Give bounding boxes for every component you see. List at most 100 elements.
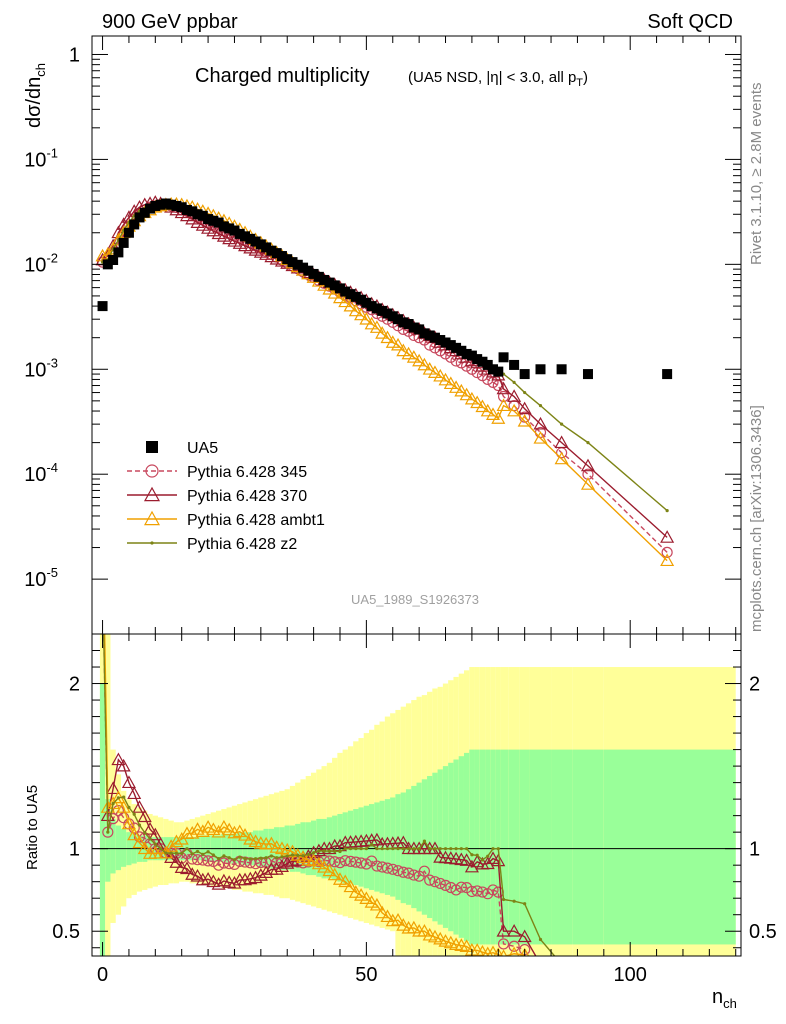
ratio-point-pythia-6-428-345 <box>360 858 372 870</box>
data-point-pythia-6-428-ambt1 <box>517 413 532 427</box>
data-point-ua5 <box>361 297 372 308</box>
ratio-point-pythia-6-428-ambt1 <box>385 913 400 927</box>
uncertainty-band-inner <box>237 832 243 864</box>
y-tick-label-exponent: -3 <box>46 355 58 370</box>
y-tick-label-exponent: -2 <box>46 250 58 265</box>
legend-marker-pythia-6-428-ambt1 <box>143 510 161 526</box>
data-point-pythia-6-428-ambt1 <box>380 330 395 344</box>
ratio-point-pythia-6-428-z2 <box>354 847 358 851</box>
y-tick-label-base: 10 <box>24 149 46 171</box>
uncertainty-band-inner <box>453 759 459 935</box>
data-point-pythia-6-428-ambt1 <box>369 320 384 333</box>
ratio-point-pythia-6-428-370 <box>237 872 253 886</box>
data-point-ua5 <box>493 366 504 377</box>
uncertainty-band-inner <box>316 818 322 877</box>
ratio-point-pythia-6-428-z2 <box>227 856 231 860</box>
uncertainty-band-inner <box>448 762 454 932</box>
ratio-point-pythia-6-428-z2 <box>301 854 305 858</box>
data-point-ua5 <box>150 200 161 211</box>
ratio-point-pythia-6-428-z2 <box>433 847 437 851</box>
ratio-point-pythia-6-428-ambt1 <box>222 822 237 836</box>
data-point-ua5 <box>197 210 208 221</box>
ratio-point-pythia-6-428-ambt1 <box>317 860 332 873</box>
ratio-point-pythia-6-428-ambt1 <box>285 844 300 858</box>
uncertainty-band-inner <box>427 776 433 919</box>
ratio-point-pythia-6-428-370 <box>280 856 295 869</box>
ratio-point-pythia-6-428-ambt1 <box>169 834 184 848</box>
legend-label-pythia-6-428-ambt1: Pythia 6.428 ambt1 <box>187 512 325 529</box>
data-point-pythia-6-428-z2 <box>512 380 516 384</box>
ratio-point-pythia-6-428-ambt1 <box>127 827 142 841</box>
data-point-pythia-6-428-ambt1 <box>385 335 400 348</box>
data-point-ua5 <box>371 303 382 314</box>
ratio-point-pythia-6-428-z2 <box>312 851 316 855</box>
data-point-pythia-6-428-370 <box>507 389 522 402</box>
ratio-point-pythia-6-428-370 <box>206 874 221 888</box>
ratio-point-pythia-6-428-z2 <box>127 805 131 809</box>
ratio-point-pythia-6-428-370 <box>121 775 136 789</box>
data-point-pythia-6-428-ambt1 <box>338 294 353 308</box>
uncertainty-band-inner <box>458 756 464 938</box>
ratio-point-pythia-6-428-z2 <box>259 856 263 860</box>
ratio-point-pythia-6-428-370 <box>132 800 147 813</box>
ratio-point-pythia-6-428-z2 <box>137 823 142 827</box>
data-point-ua5 <box>261 242 272 253</box>
ratio-point-pythia-6-428-ambt1 <box>520 947 530 956</box>
ratio-point-pythia-6-428-z2 <box>169 851 173 855</box>
ratio-point-pythia-6-428-370 <box>248 870 263 884</box>
x-tick-label: 50 <box>355 964 377 986</box>
legend-marker-pythia-6-428-z2 <box>150 541 154 545</box>
ratio-point-pythia-6-428-370 <box>164 850 179 863</box>
data-point-ua5 <box>255 239 266 250</box>
ratio-point-pythia-6-428-370 <box>556 975 568 986</box>
data-point-ua5 <box>429 332 440 343</box>
ratio-point-pythia-6-428-z2 <box>359 847 363 851</box>
uncertainty-band-inner <box>469 749 475 945</box>
ratio-point-pythia-6-428-ambt1 <box>380 909 395 923</box>
data-point-pythia-6-428-ambt1 <box>438 372 453 386</box>
data-point-ua5 <box>408 322 419 333</box>
ratio-point-pythia-6-428-z2 <box>153 842 157 846</box>
ratio-point-pythia-6-428-370 <box>507 923 522 937</box>
uncertainty-band-inner <box>332 815 338 881</box>
ratio-point-pythia-6-428-z2 <box>148 837 152 841</box>
ratio-point-pythia-6-428-z2 <box>406 847 411 851</box>
ratio-point-pythia-6-428-ambt1 <box>343 879 358 893</box>
ratio-point-pythia-6-428-345 <box>434 877 446 890</box>
ratio-point-pythia-6-428-z2 <box>322 849 326 853</box>
ratio-point-pythia-6-428-z2 <box>422 839 427 843</box>
subtitle-suffix: ) <box>583 69 588 86</box>
y-tick-label-base: 10 <box>24 359 46 381</box>
ratio-point-pythia-6-428-z2 <box>206 850 210 854</box>
data-point-ua5 <box>319 274 330 285</box>
ratio-point-pythia-6-428-370 <box>179 861 194 875</box>
ratio-point-pythia-6-428-z2 <box>396 847 400 851</box>
ratio-point-pythia-6-428-z2 <box>375 847 379 851</box>
data-point-ua5 <box>440 337 451 348</box>
ratio-point-pythia-6-428-z2 <box>211 853 215 857</box>
ratio-point-pythia-6-428-345 <box>535 968 545 978</box>
data-point-ua5 <box>424 330 435 341</box>
plot-subtitle: (UA5 NSD, |η| < 3.0, all pT) <box>408 69 588 89</box>
data-point-pythia-6-428-ambt1 <box>475 399 490 413</box>
ratio-point-pythia-6-428-z2 <box>174 851 179 855</box>
ratio-point-pythia-6-428-345 <box>508 940 520 952</box>
data-point-pythia-6-428-ambt1 <box>554 451 569 465</box>
ratio-point-pythia-6-428-370 <box>143 822 158 835</box>
ratio-point-pythia-6-428-ambt1 <box>417 923 432 937</box>
data-point-ua5 <box>271 248 282 259</box>
ratio-point-pythia-6-428-ambt1 <box>359 891 374 904</box>
ratio-point-pythia-6-428-z2 <box>285 854 289 858</box>
ratio-point-pythia-6-428-ambt1 <box>406 920 421 934</box>
ratio-point-pythia-6-428-z2 <box>222 854 226 858</box>
y-axis-label: dσ/dnch <box>23 63 48 128</box>
ratio-point-pythia-6-428-ambt1 <box>97 512 109 523</box>
data-point-ua5 <box>356 294 367 305</box>
ratio-point-pythia-6-428-ambt1 <box>195 824 210 837</box>
data-point-ua5 <box>298 262 309 273</box>
data-point-ua5 <box>398 317 409 328</box>
ratio-point-pythia-6-428-ambt1 <box>369 897 384 911</box>
data-point-ua5 <box>145 203 156 214</box>
legend-marker-pythia-6-428-370 <box>143 486 161 502</box>
ratio-point-pythia-6-428-z2 <box>391 847 395 851</box>
